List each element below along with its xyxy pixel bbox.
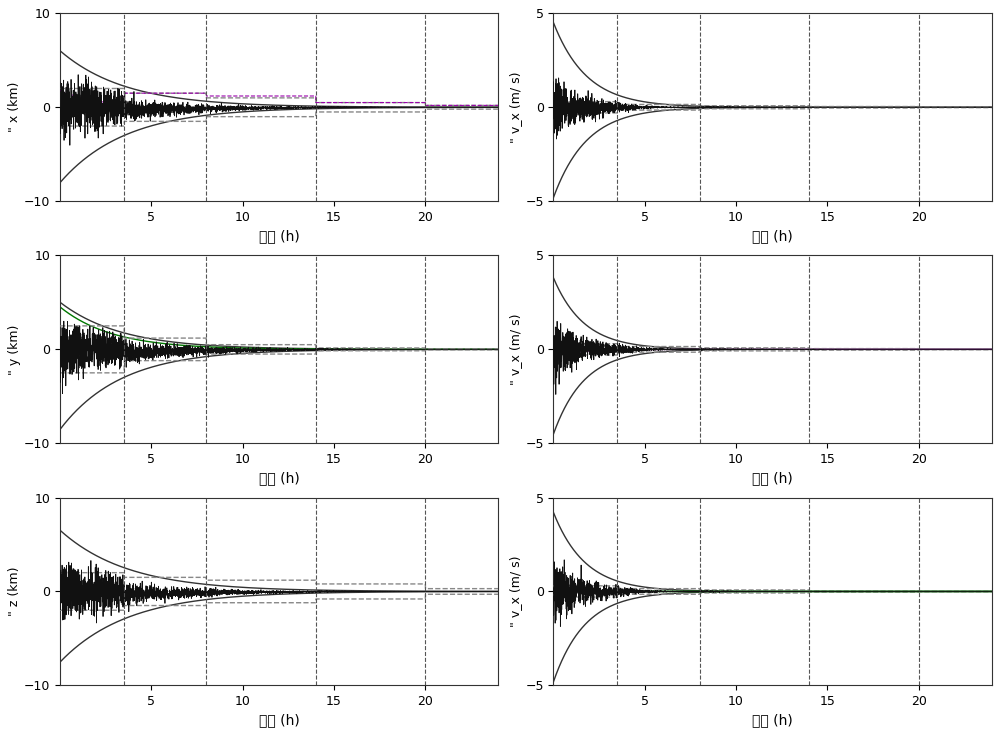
X-axis label: 时间 (h): 时间 (h) xyxy=(752,714,793,728)
Y-axis label: " v_x (m/ s): " v_x (m/ s) xyxy=(509,556,522,627)
X-axis label: 时间 (h): 时间 (h) xyxy=(259,230,300,244)
X-axis label: 时间 (h): 时间 (h) xyxy=(752,230,793,244)
Y-axis label: " z (km): " z (km) xyxy=(8,567,21,616)
X-axis label: 时间 (h): 时间 (h) xyxy=(259,714,300,728)
X-axis label: 时间 (h): 时间 (h) xyxy=(752,472,793,486)
Y-axis label: " v_x (m/ s): " v_x (m/ s) xyxy=(509,71,522,143)
Y-axis label: " v_x (m/ s): " v_x (m/ s) xyxy=(509,314,522,385)
Y-axis label: " y (km): " y (km) xyxy=(8,324,21,375)
Y-axis label: " x (km): " x (km) xyxy=(8,82,21,132)
X-axis label: 时间 (h): 时间 (h) xyxy=(259,472,300,486)
